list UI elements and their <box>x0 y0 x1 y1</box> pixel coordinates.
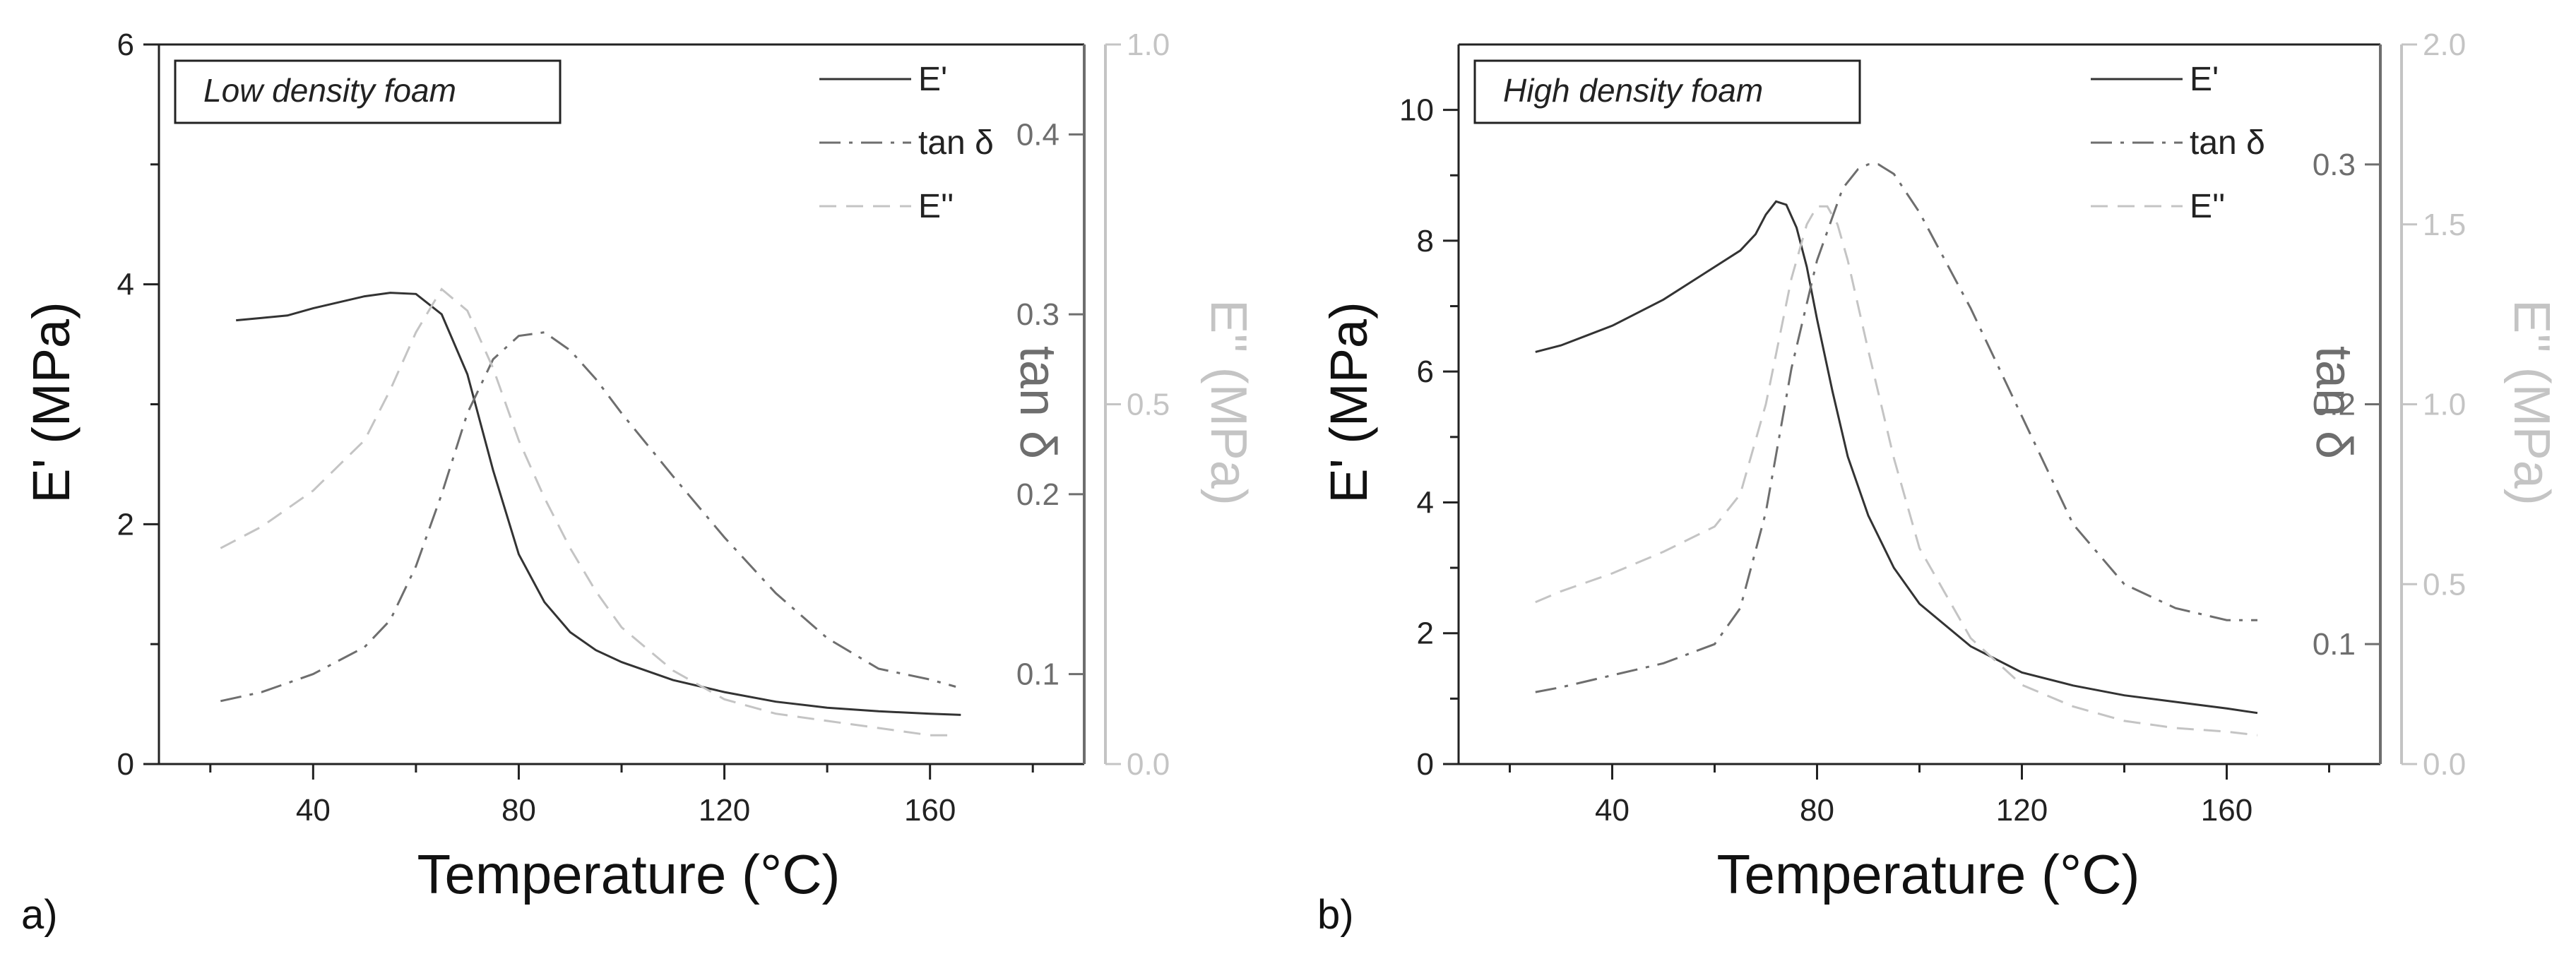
series-line-tan-delta <box>220 331 956 703</box>
y3-axis-label: E'' (MPa) <box>1200 299 1257 506</box>
y2-tick-label: 0.4 <box>1016 117 1060 152</box>
y2-tick-label: 0.3 <box>1016 297 1060 332</box>
legend-label: E'' <box>2190 188 2225 225</box>
y2-axis-label: tan δ <box>2305 346 2362 459</box>
series-line-e-double-prime <box>220 287 956 737</box>
x-tick-label: 160 <box>904 793 956 828</box>
y3-tick-label: 0.5 <box>2423 567 2466 602</box>
y2-tick-label: 0.2 <box>1016 477 1060 512</box>
y-axis-label: E' (MPa) <box>22 302 81 503</box>
chart-title: High density foam <box>1503 72 1763 109</box>
y3-tick-label: 1.0 <box>2423 388 2466 422</box>
panel-a: 40 80 120 160 0 2 4 6 0.1 0.2 0.3 0.4 0.0 0.5 1.0 Low d… <box>21 28 1257 938</box>
x-tick-label: 80 <box>1800 793 1834 828</box>
x-tick-label: 120 <box>699 793 750 828</box>
x-axis-label: Temperature (°C) <box>417 843 840 905</box>
y2-tick-label: 0.2 <box>2313 388 2356 422</box>
y3-tick-label: 0.5 <box>1127 388 1170 422</box>
legend-label: tan δ <box>2190 124 2265 162</box>
panel-label: b) <box>1317 892 1354 938</box>
panel-b: 40 80 120 160 0 2 4 6 8 10 0.1 0.2 0.3 0.0 0.5 1.0 1.5 2.… <box>1317 28 2560 938</box>
legend-label: E'' <box>918 188 954 225</box>
y3-tick-label: 1.5 <box>2423 208 2466 242</box>
y-tick-label: 0 <box>117 747 134 782</box>
y2-tick-label: 0.3 <box>2313 148 2356 182</box>
y3-tick-label: 1.0 <box>1127 28 1170 62</box>
y2-tick-label: 0.1 <box>2313 627 2356 662</box>
series-line-e-prime <box>236 292 961 716</box>
y-tick-label: 4 <box>1417 485 1434 520</box>
y2-axis-label: tan δ <box>1009 346 1066 459</box>
y2-tick-label: 0.1 <box>1016 657 1060 692</box>
y-tick-label: 2 <box>1417 616 1434 651</box>
y3-tick-label: 0.0 <box>2423 747 2466 782</box>
chart-title: Low density foam <box>203 72 456 109</box>
title-box <box>174 59 562 124</box>
title-box <box>1473 59 1861 124</box>
y-tick-label: 4 <box>117 268 134 302</box>
panel-label: a) <box>21 892 58 938</box>
series-line-tan-delta <box>1535 163 2257 693</box>
series-line-e-prime <box>1535 200 2258 715</box>
y-axis-label: E' (MPa) <box>1319 302 1378 503</box>
y-tick-label: 6 <box>1417 354 1434 389</box>
x-axis-label: Temperature (°C) <box>1716 843 2139 905</box>
legend-label: tan δ <box>918 124 994 162</box>
y-tick-label: 8 <box>1417 224 1434 258</box>
x-tick-label: 40 <box>296 793 331 828</box>
y-tick-label: 6 <box>117 28 134 62</box>
x-tick-label: 160 <box>2201 793 2252 828</box>
y3-tick-label: 0.0 <box>1127 747 1170 782</box>
y-tick-label: 10 <box>1399 93 1434 128</box>
x-tick-label: 40 <box>1595 793 1630 828</box>
y-tick-label: 2 <box>117 507 134 542</box>
legend-label: E' <box>918 61 947 98</box>
x-tick-label: 120 <box>1996 793 2048 828</box>
x-tick-label: 80 <box>501 793 536 828</box>
y3-axis-label: E'' (MPa) <box>2503 299 2560 506</box>
legend-label: E' <box>2190 61 2219 98</box>
series-line-e-double-prime <box>1535 205 2258 737</box>
y-tick-label: 0 <box>1417 747 1434 782</box>
y3-tick-label: 2.0 <box>2423 28 2466 62</box>
